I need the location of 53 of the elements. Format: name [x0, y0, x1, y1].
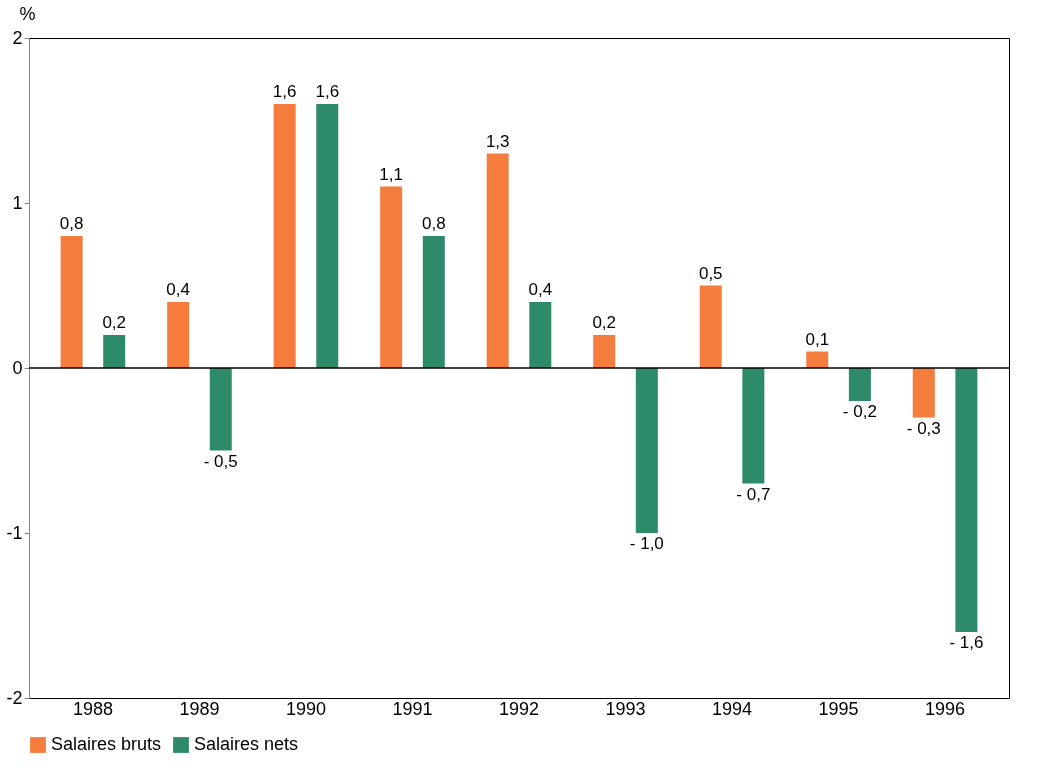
data-label: 0,2 [592, 313, 617, 332]
x-tick-label: 1988 [72, 698, 113, 719]
x-tick-label: 1995 [818, 698, 859, 719]
y-axis-title: % [19, 3, 36, 24]
y-tick-label: -2 [6, 687, 23, 708]
data-label: - 1,0 [629, 534, 664, 553]
x-tick-label: 1990 [285, 698, 326, 719]
bar [955, 368, 978, 632]
bar [742, 368, 765, 484]
bar [209, 368, 232, 451]
bar [806, 351, 829, 368]
data-label: 0,4 [166, 280, 190, 299]
data-label: - 0,3 [906, 418, 941, 438]
bar [316, 104, 339, 368]
bar [422, 236, 445, 368]
data-label: - 1,6 [949, 633, 984, 652]
data-label: - 0,2 [842, 402, 877, 421]
data-label: - 0,5 [203, 451, 238, 471]
y-tick-label: 0 [12, 357, 23, 378]
bar [273, 104, 296, 368]
data-label: 1,6 [272, 82, 297, 101]
x-tick-label: 1993 [605, 698, 646, 719]
bar [486, 153, 509, 368]
bar [699, 285, 722, 368]
bar [103, 335, 126, 368]
bar [380, 186, 403, 368]
y-tick-label: 2 [12, 27, 23, 48]
data-label: 1,6 [315, 82, 340, 101]
data-label: 0,1 [805, 329, 830, 349]
x-tick-label: 1989 [179, 698, 220, 719]
bar [593, 335, 616, 368]
data-label: 0,8 [421, 214, 446, 233]
x-tick-label: 1994 [712, 698, 753, 719]
legend-label: Salaires bruts [51, 734, 162, 754]
data-label: 1,3 [485, 131, 510, 151]
y-tick-label: -1 [6, 522, 23, 543]
x-tick-label: 1991 [392, 698, 433, 719]
bar [635, 368, 658, 533]
bar [60, 236, 83, 368]
bar [529, 302, 552, 368]
data-label: 0,2 [102, 313, 127, 332]
bar [167, 302, 190, 368]
bar [848, 368, 871, 401]
bar [912, 368, 935, 418]
data-label: 0,5 [698, 263, 723, 283]
x-tick-label: 1992 [498, 698, 540, 719]
x-tick-label: 1996 [925, 698, 966, 719]
data-label: 1,1 [379, 164, 403, 184]
data-label: 0,8 [59, 214, 84, 233]
legend-label: Salaires nets [194, 734, 299, 754]
data-label: - 0,7 [736, 484, 771, 504]
data-label: 0,4 [528, 280, 553, 299]
y-tick-label: 1 [12, 192, 23, 213]
